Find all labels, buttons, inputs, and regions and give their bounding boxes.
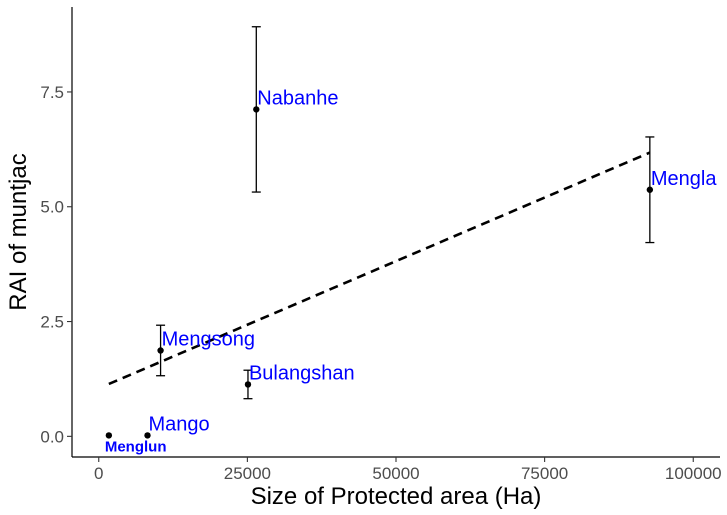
point-label: Menglun — [105, 438, 167, 455]
y-axis-title: RAI of muntjac — [5, 153, 32, 310]
data-point — [144, 432, 151, 439]
x-tick-label: 75000 — [521, 464, 568, 483]
point-label: Nabanhe — [257, 87, 338, 109]
y-tick-label: 0.0 — [40, 427, 64, 446]
y-tick-label: 2.5 — [40, 313, 64, 332]
trend-line — [108, 151, 651, 386]
data-point — [244, 381, 252, 388]
x-ticks: 0 25000 50000 75000 100000 — [94, 457, 722, 483]
data-points — [105, 106, 654, 439]
x-tick-label: 50000 — [372, 464, 419, 483]
point-label: Mengla — [651, 168, 717, 190]
data-point — [105, 432, 113, 439]
y-tick-label: 5.0 — [40, 198, 64, 217]
point-labels: Nabanhe Mengla Mengsong Bulangshan Mango Meng… — [105, 87, 717, 455]
y-ticks: 0.0 2.5 5.0 7.5 — [40, 83, 72, 446]
data-point — [646, 186, 654, 193]
plot-area: 0 25000 50000 75000 100000 0.0 2.5 5.0 7.5 Naba… — [40, 7, 722, 483]
x-tick-label: 25000 — [224, 464, 271, 483]
point-label: Mengsong — [162, 328, 255, 350]
x-tick-label: 100000 — [665, 464, 722, 483]
data-point — [253, 106, 260, 113]
x-tick-label: 0 — [94, 464, 103, 483]
y-tick-label: 7.5 — [40, 83, 64, 102]
point-label: Bulangshan — [249, 362, 355, 384]
data-point — [157, 347, 164, 354]
x-axis-title: Size of Protected area (Ha) — [251, 483, 542, 510]
point-label: Mango — [149, 413, 210, 435]
